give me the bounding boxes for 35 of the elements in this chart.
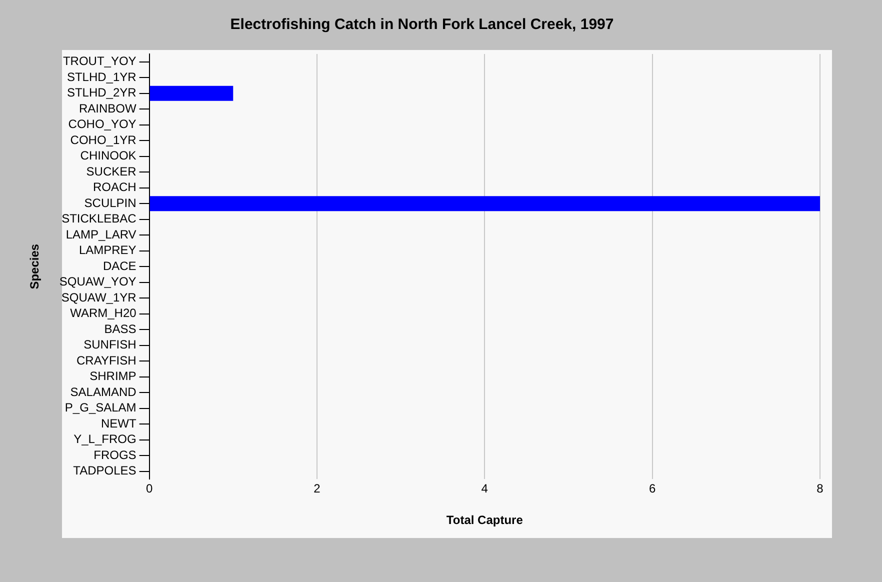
x-tick-label: 0 [146,482,153,496]
y-tick-label: SQUAW_1YR [61,290,137,304]
y-tick-label: FROGS [94,448,136,462]
y-tick-label: RAINBOW [78,101,137,116]
x-axis-title: Total Capture [446,513,524,528]
y-tick-label: STICKLEBAC [62,212,137,226]
y-tick-label: LAMP_LARV [66,227,136,242]
x-tick-label: 2 [314,482,321,496]
y-tick-label: STLHD_2YR [66,86,137,100]
x-tick-label: 4 [481,482,488,496]
y-tick-label: COHO_YOY [68,117,136,132]
y-tick-label: SALAMAND [70,384,137,399]
y-tick-label: CRAYFISH [76,353,136,368]
y-tick-label: ROACH [92,180,136,194]
y-axis-title: Species [28,244,42,290]
y-tick-label: LAMPREY [78,243,136,258]
y-tick-label: SUNFISH [84,338,136,352]
chart-title: Electrofishing Catch in North Fork Lancel Creek, 1997 [230,16,614,34]
y-tick-label: P_G_SALAM [64,400,136,415]
x-tick-label: 6 [648,482,656,496]
y-tick-label: TADPOLES [73,464,136,478]
y-tick-label: DACE [102,258,136,273]
y-tick-label: STLHD_1YR [66,70,137,84]
y-tick-label: NEWT [100,416,137,430]
y-tick-label: BASS [104,322,136,336]
y-tick-label: Y_L_FROG [74,432,136,446]
y-tick-label: SUCKER [86,164,137,178]
y-tick-label: SQUAW_YOY [59,274,136,289]
x-tick-label: 8 [816,482,824,496]
y-tick-label: CHINOOK [80,148,136,163]
y-tick-label: TROUT_YOY [62,54,136,68]
y-tick-label: SCULPIN [84,196,136,210]
y-tick-label: WARM_H20 [70,306,137,320]
y-tick-label: SHRIMP [90,369,136,384]
y-tick-label: COHO_1YR [70,132,137,147]
